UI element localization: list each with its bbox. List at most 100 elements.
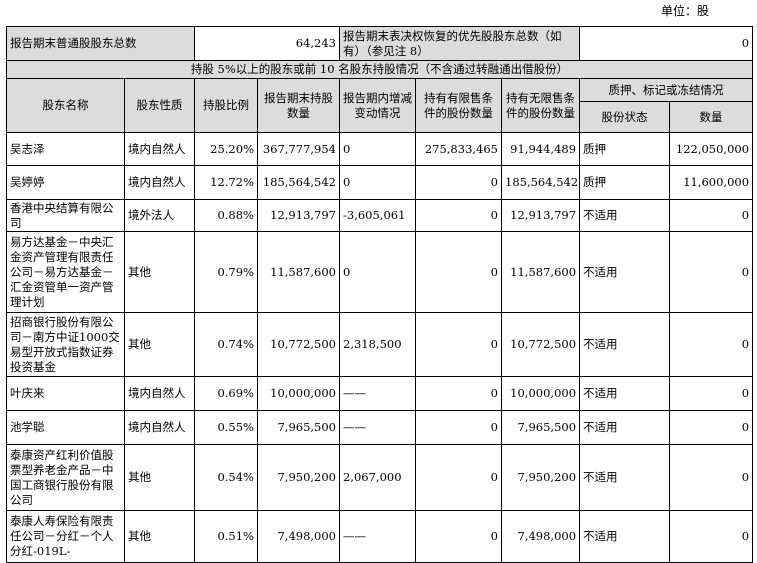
cell-change: ——: [339, 376, 416, 411]
table-row: 吴婷婷 境内自然人 12.72% 185,564,542 0 0 185,564,542 质押…: [6, 165, 754, 200]
cell-ratio: 12.72%: [194, 165, 258, 200]
cell-name: 池学聪: [6, 410, 125, 445]
preferred-holders-value: 0: [579, 26, 754, 61]
cell-shares: 11,587,600: [257, 231, 340, 313]
cell-shares: 10,772,500: [257, 312, 340, 377]
cell-restricted: 0: [415, 376, 502, 411]
header-unrestricted: 持有无限售条件的股份数量: [500, 78, 581, 133]
cell-ratio: 0.55%: [194, 410, 258, 445]
cell-restricted: 0: [415, 410, 502, 445]
cell-nature: 境内自然人: [124, 410, 195, 445]
common-holders-label: 报告期末普通股股东总数: [6, 26, 195, 61]
cell-pledge-qty: 0: [669, 510, 754, 563]
cell-nature: 境内自然人: [124, 132, 195, 166]
cell-ratio: 0.69%: [194, 376, 258, 411]
cell-pledge-qty: 0: [669, 376, 754, 411]
cell-change: -3,605,061: [339, 199, 416, 232]
table-row: 泰康人寿保险有限责任公司－分红－个人分红-019L- 其他 0.51% 7,498,0…: [6, 510, 754, 563]
cell-pledge-status: 不适用: [579, 444, 671, 511]
table-row: 易方达基金－中央汇金资产管理有限责任公司－易方达基金－汇金资管单一资产管理计划其…: [6, 231, 754, 313]
cell-pledge-qty: 0: [669, 312, 754, 377]
cell-restricted: 0: [415, 165, 502, 200]
cell-name: 叶庆来: [6, 376, 125, 411]
cell-pledge-status: 不适用: [579, 376, 671, 411]
header-pledge-group: 质押、标记或冻结情况: [579, 78, 754, 102]
cell-change: ——: [339, 410, 416, 445]
table-row: 吴志泽 境内自然人 25.20% 367,777,954 0 275,833,465 91,…: [6, 132, 754, 166]
header-change: 报告期内增减变动情况: [339, 78, 416, 133]
cell-unrestricted: 7,965,500: [500, 410, 581, 445]
cell-restricted: 0: [415, 444, 502, 511]
table-row: 叶庆来 境内自然人 0.69% 10,000,000 —— 0 10,000,000 不适用 0: [6, 376, 754, 411]
cell-pledge-status: 不适用: [579, 410, 671, 445]
cell-unrestricted: 7,498,000: [500, 510, 581, 563]
cell-nature: 境内自然人: [124, 165, 195, 200]
cell-shares: 12,913,797: [257, 199, 340, 232]
cell-name: 吴志泽: [6, 132, 125, 166]
header-nature: 股东性质: [124, 78, 195, 133]
cell-unrestricted: 7,950,200: [500, 444, 581, 511]
shareholder-table: 报告期末普通股股东总数 64,243 报告期末表决权恢复的优先股股东总数（如有）…: [5, 26, 754, 563]
cell-ratio: 0.88%: [194, 199, 258, 232]
cell-unrestricted: 12,913,797: [500, 199, 581, 232]
cell-shares: 367,777,954: [257, 132, 340, 166]
table-row: 泰康资产红利价值股票型养老金产品－中国工商银行股份有限公司 其他 0.54% 7,95…: [6, 444, 754, 511]
cell-shares: 7,965,500: [257, 410, 340, 445]
cell-restricted: 275,833,465: [415, 132, 502, 166]
cell-nature: 其他: [124, 312, 195, 377]
cell-ratio: 0.79%: [194, 231, 258, 313]
cell-pledge-status: 不适用: [579, 199, 671, 232]
cell-nature: 其他: [124, 231, 195, 313]
cell-unrestricted: 10,772,500: [500, 312, 581, 377]
cell-shares: 10,000,000: [257, 376, 340, 411]
cell-pledge-qty: 0: [669, 199, 754, 232]
cell-nature: 其他: [124, 444, 195, 511]
section-title: 持股 5%以上的股东或前 10 名股东持股情况（不含通过转融通出借股份）: [5, 60, 754, 79]
cell-name: 香港中央结算有限公司: [6, 199, 125, 232]
cell-shares: 7,950,200: [257, 444, 340, 511]
header-pledge-status: 股份状态: [579, 101, 671, 133]
cell-nature: 其他: [124, 510, 195, 563]
cell-restricted: 0: [415, 510, 502, 563]
cell-ratio: 0.74%: [194, 312, 258, 377]
header-ratio: 持股比例: [194, 78, 258, 133]
cell-name: 泰康资产红利价值股票型养老金产品－中国工商银行股份有限公司: [6, 444, 125, 511]
cell-pledge-qty: 11,600,000: [669, 165, 754, 200]
cell-pledge-status: 质押: [579, 165, 671, 200]
header-name: 股东名称: [6, 78, 125, 133]
table-row: 招商银行股份有限公司－南方中证1000交易型开放式指数证券投资基金 其他 0.74%…: [6, 312, 754, 377]
table-row: 香港中央结算有限公司 境外法人 0.88% 12,913,797 -3,605,061 0…: [6, 199, 754, 232]
cell-unrestricted: 11,587,600: [500, 231, 581, 313]
cell-pledge-qty: 0: [669, 410, 754, 445]
cell-shares: 7,498,000: [257, 510, 340, 563]
cell-change: 2,067,000: [339, 444, 416, 511]
header-shares-end: 报告期末持股数量: [257, 78, 340, 133]
cell-change: 0: [339, 132, 416, 166]
cell-shares: 185,564,542: [257, 165, 340, 200]
cell-name: 泰康人寿保险有限责任公司－分红－个人分红-019L-: [6, 510, 125, 563]
preferred-holders-label: 报告期末表决权恢复的优先股股东总数（如有）（参见注 8）: [338, 26, 581, 61]
cell-pledge-status: 不适用: [579, 312, 671, 377]
cell-ratio: 0.54%: [194, 444, 258, 511]
cell-name: 易方达基金－中央汇金资产管理有限责任公司－易方达基金－汇金资管单一资产管理计划: [6, 231, 125, 313]
cell-name: 招商银行股份有限公司－南方中证1000交易型开放式指数证券投资基金: [6, 312, 125, 377]
cell-pledge-status: 不适用: [579, 231, 671, 313]
cell-pledge-qty: 122,050,000: [669, 132, 754, 166]
cell-restricted: 0: [415, 199, 502, 232]
cell-pledge-qty: 0: [669, 444, 754, 511]
cell-ratio: 0.51%: [194, 510, 258, 563]
cell-nature: 境外法人: [124, 199, 195, 232]
cell-nature: 境内自然人: [124, 376, 195, 411]
cell-restricted: 0: [415, 312, 502, 377]
cell-unrestricted: 10,000,000: [500, 376, 581, 411]
cell-restricted: 0: [415, 231, 502, 313]
cell-pledge-status: 质押: [579, 132, 671, 166]
cell-change: ——: [339, 510, 416, 563]
table-row: 池学聪 境内自然人 0.55% 7,965,500 —— 0 7,965,500 不适用 0: [6, 410, 754, 445]
cell-pledge-qty: 0: [669, 231, 754, 313]
header-pledge-qty: 数量: [669, 101, 754, 133]
cell-change: 0: [339, 231, 416, 313]
common-holders-value: 64,243: [194, 26, 340, 61]
header-restricted: 持有有限售条件的股份数量: [415, 78, 502, 133]
cell-change: 0: [339, 165, 416, 200]
